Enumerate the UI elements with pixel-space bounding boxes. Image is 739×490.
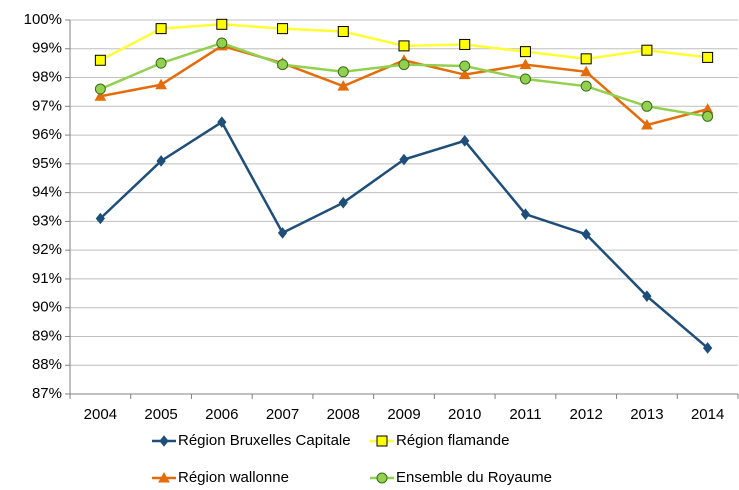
marker — [156, 155, 166, 167]
legend-marker — [376, 435, 388, 447]
x-tick-label: 2012 — [569, 406, 602, 423]
marker — [519, 46, 531, 58]
y-tick-label: 91% — [32, 270, 62, 287]
legend-label: Région wallonne — [178, 469, 289, 486]
marker — [581, 228, 591, 241]
legend-label: Région flamande — [396, 432, 509, 449]
marker — [642, 290, 652, 302]
marker — [277, 23, 289, 35]
marker — [641, 44, 653, 56]
marker — [520, 208, 531, 220]
marker — [94, 83, 106, 95]
x-tick-label: 2005 — [144, 406, 177, 423]
legend-marker — [159, 435, 169, 447]
marker — [155, 78, 167, 90]
x-tick-label: 2008 — [327, 406, 360, 423]
marker — [337, 26, 349, 38]
marker — [580, 65, 593, 77]
y-tick-label: 98% — [32, 69, 62, 86]
marker — [216, 37, 228, 49]
y-tick-label: 100% — [24, 11, 62, 28]
y-tick-label: 90% — [32, 299, 62, 316]
marker — [155, 57, 167, 69]
legend-marker — [158, 471, 170, 483]
marker — [460, 135, 470, 147]
y-tick-label: 96% — [32, 126, 62, 143]
x-tick-label: 2014 — [691, 406, 724, 423]
marker — [641, 100, 653, 112]
x-tick-label: 2007 — [266, 406, 299, 423]
marker — [94, 54, 106, 66]
marker — [702, 51, 714, 63]
y-tick-label: 92% — [32, 241, 62, 258]
marker — [155, 23, 167, 35]
x-tick-label: 2006 — [205, 406, 238, 423]
marker — [95, 212, 106, 225]
marker — [337, 80, 350, 91]
marker — [702, 110, 714, 122]
legend-label: Ensemble du Royaume — [396, 469, 552, 486]
marker — [277, 59, 289, 71]
marker — [580, 80, 592, 92]
x-tick-label: 2011 — [509, 406, 541, 423]
marker — [519, 58, 532, 70]
marker — [337, 66, 349, 78]
x-tick-label: 2009 — [387, 406, 420, 423]
x-tick-label: 2010 — [448, 406, 481, 423]
y-tick-label: 93% — [32, 212, 62, 229]
marker — [459, 38, 471, 50]
x-tick-label: 2004 — [84, 406, 117, 423]
marker — [277, 227, 288, 239]
marker — [702, 342, 713, 354]
x-tick-label: 2013 — [630, 406, 663, 423]
y-tick-label: 88% — [32, 356, 62, 373]
marker — [398, 59, 410, 71]
marker — [399, 153, 409, 166]
marker — [458, 68, 471, 80]
y-tick-label: 95% — [32, 155, 62, 172]
legend-marker — [376, 472, 388, 484]
y-tick-label: 87% — [32, 385, 62, 402]
marker — [217, 116, 227, 128]
y-tick-label: 97% — [32, 97, 62, 114]
marker — [519, 73, 531, 85]
legend-label: Région Bruxelles Capitale — [178, 432, 351, 449]
y-tick-label: 99% — [32, 40, 62, 57]
marker — [580, 53, 592, 65]
y-tick-label: 94% — [32, 184, 62, 201]
marker — [338, 196, 348, 209]
marker — [94, 90, 107, 101]
y-tick-label: 89% — [32, 327, 62, 344]
marker — [216, 18, 228, 30]
marker — [398, 40, 410, 52]
marker — [459, 60, 471, 72]
marker — [641, 118, 653, 130]
